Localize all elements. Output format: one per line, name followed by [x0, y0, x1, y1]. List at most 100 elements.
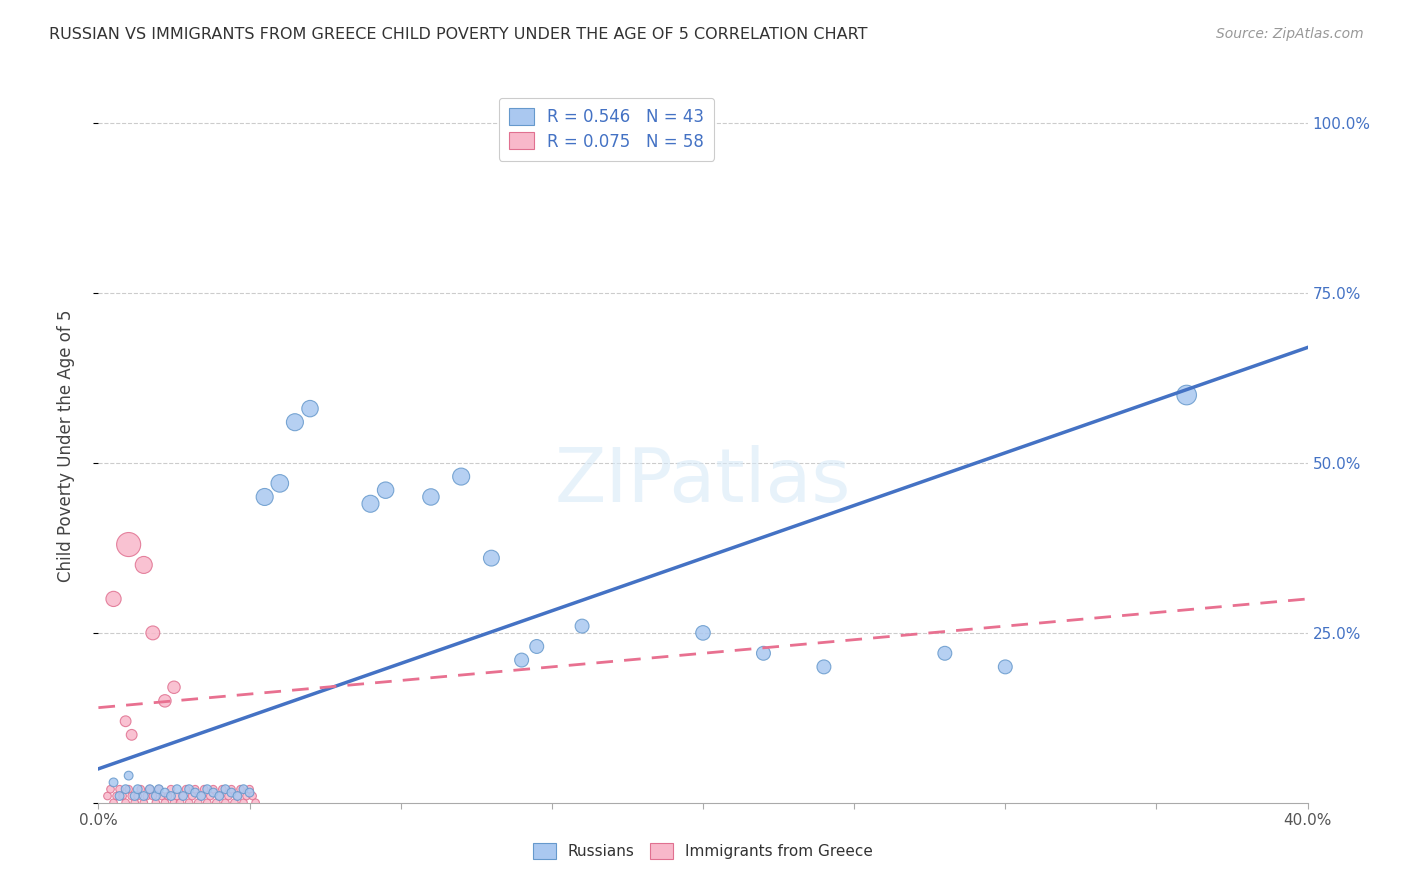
Legend: Russians, Immigrants from Greece: Russians, Immigrants from Greece — [526, 835, 880, 866]
Point — [245, 796, 267, 810]
Point — [148, 782, 170, 797]
Text: RUSSIAN VS IMMIGRANTS FROM GREECE CHILD POVERTY UNDER THE AGE OF 5 CORRELATION C: RUSSIAN VS IMMIGRANTS FROM GREECE CHILD … — [49, 27, 868, 42]
Point — [124, 796, 146, 810]
Point — [752, 646, 775, 660]
Text: ZIPatlas: ZIPatlas — [555, 445, 851, 518]
Point — [132, 789, 155, 803]
Point — [184, 782, 207, 797]
Point — [145, 789, 167, 803]
Point — [190, 789, 212, 803]
Point — [103, 775, 125, 789]
Point — [202, 782, 225, 797]
Point — [172, 789, 194, 803]
Point — [217, 789, 239, 803]
Point — [200, 789, 222, 803]
Point — [100, 782, 122, 797]
Point — [160, 789, 183, 803]
Point — [145, 796, 167, 810]
Point — [187, 796, 209, 810]
Point — [166, 782, 188, 797]
Point — [284, 415, 307, 429]
Point — [118, 782, 141, 797]
Point — [105, 789, 128, 803]
Point — [127, 782, 149, 797]
Point — [235, 789, 257, 803]
Point — [132, 796, 155, 810]
Point — [163, 796, 186, 810]
Point — [135, 789, 157, 803]
Point — [239, 782, 262, 797]
Point — [139, 782, 162, 797]
Point — [103, 591, 125, 606]
Point — [153, 786, 176, 800]
Point — [150, 789, 173, 803]
Point — [242, 789, 264, 803]
Point — [211, 782, 233, 797]
Point — [172, 789, 194, 803]
Point — [253, 490, 276, 504]
Point — [114, 714, 136, 729]
Point — [299, 401, 322, 416]
Point — [121, 789, 143, 803]
Point — [232, 796, 254, 810]
Point — [374, 483, 396, 498]
Point — [153, 796, 176, 810]
Point — [124, 789, 146, 803]
Point — [139, 782, 162, 797]
Point — [934, 646, 956, 660]
Point — [148, 782, 170, 797]
Point — [481, 551, 503, 566]
Point — [114, 782, 136, 797]
Point — [214, 782, 236, 797]
Point — [450, 469, 472, 483]
Point — [129, 782, 152, 797]
Point — [208, 789, 231, 803]
Point — [108, 782, 131, 797]
Point — [153, 694, 176, 708]
Point — [169, 796, 191, 810]
Point — [221, 786, 243, 800]
Point — [226, 789, 249, 803]
Point — [221, 782, 243, 797]
Point — [174, 782, 197, 797]
Point — [232, 782, 254, 797]
Y-axis label: Child Poverty Under the Age of 5: Child Poverty Under the Age of 5 — [56, 310, 75, 582]
Point — [132, 558, 155, 572]
Point — [111, 789, 134, 803]
Point — [229, 782, 252, 797]
Point — [994, 660, 1017, 674]
Point — [118, 769, 141, 783]
Point — [195, 782, 218, 797]
Point — [526, 640, 548, 654]
Point — [510, 653, 533, 667]
Point — [181, 789, 204, 803]
Point — [190, 789, 212, 803]
Point — [692, 626, 714, 640]
Text: Source: ZipAtlas.com: Source: ZipAtlas.com — [1216, 27, 1364, 41]
Point — [121, 728, 143, 742]
Point — [118, 537, 141, 551]
Point — [166, 789, 188, 803]
Point — [1175, 388, 1198, 402]
Point — [96, 789, 118, 803]
Point — [420, 490, 443, 504]
Point — [127, 789, 149, 803]
Point — [156, 789, 179, 803]
Point — [813, 660, 835, 674]
Point — [179, 782, 201, 797]
Point — [208, 789, 231, 803]
Point — [224, 796, 246, 810]
Point — [226, 789, 249, 803]
Point — [214, 796, 236, 810]
Point — [179, 796, 201, 810]
Point — [142, 789, 165, 803]
Point — [193, 782, 215, 797]
Point — [239, 786, 262, 800]
Point — [360, 497, 382, 511]
Point — [108, 789, 131, 803]
Point — [269, 476, 291, 491]
Point — [195, 796, 218, 810]
Point — [202, 786, 225, 800]
Point — [163, 680, 186, 694]
Point — [160, 782, 183, 797]
